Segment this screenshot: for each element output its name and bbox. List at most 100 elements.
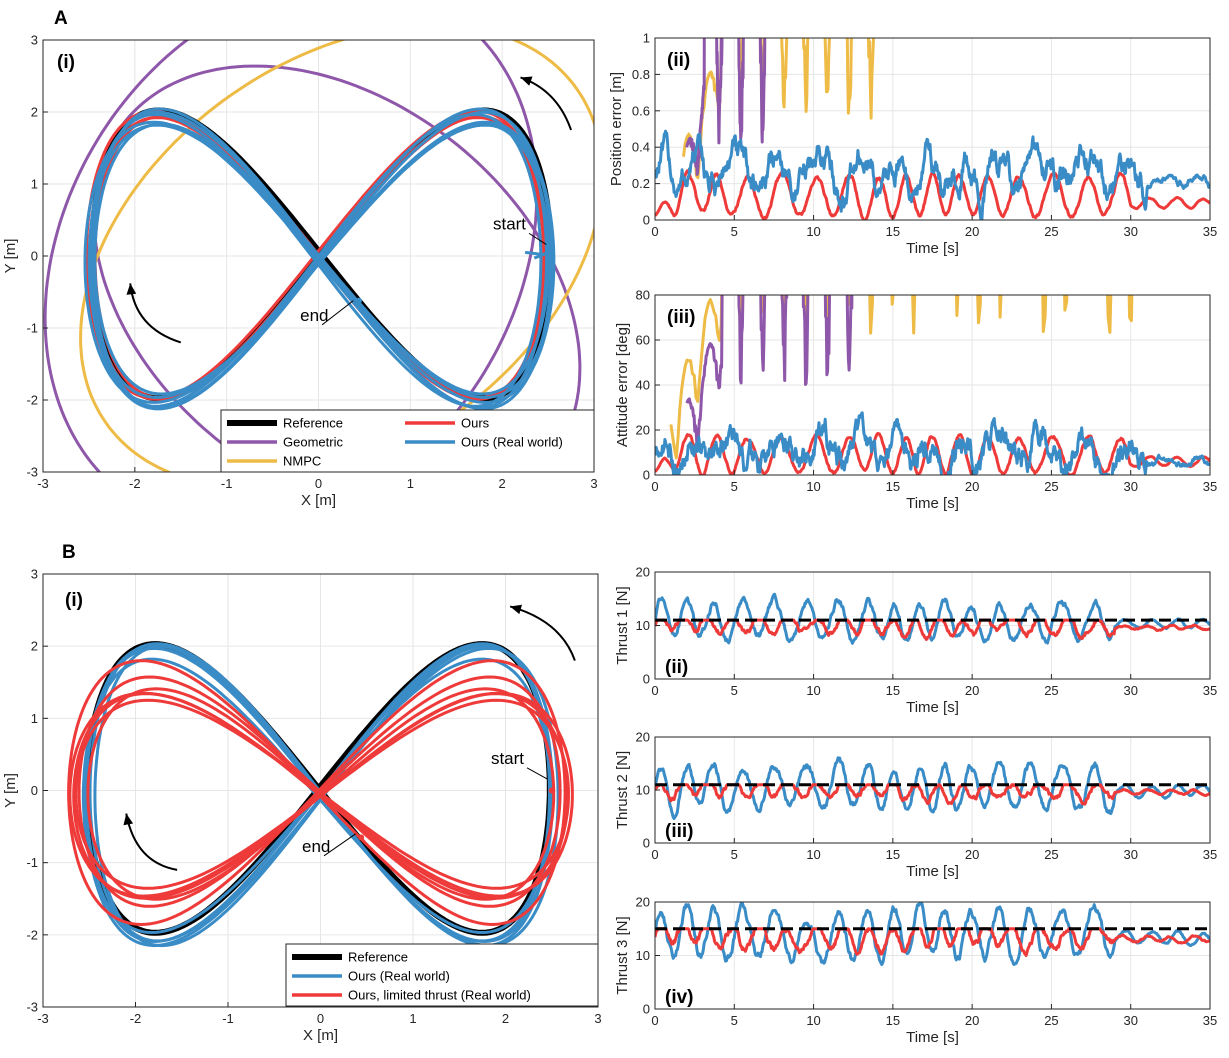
direction-arrow-top [520, 76, 572, 131]
series-line-geometric [685, 38, 767, 176]
y-tick-label: 0 [643, 672, 650, 687]
panel-label: (i) [65, 590, 83, 611]
y-tick-label: 1 [643, 31, 650, 46]
x-tick-label: 3 [590, 476, 597, 491]
legend-entry: Ours [461, 416, 490, 431]
x-tick-label: 5 [731, 479, 738, 494]
legend-entry: Geometric [283, 435, 343, 450]
end-marker [355, 297, 362, 304]
x-tick-label: 25 [1044, 1013, 1058, 1028]
x-tick-label: -3 [37, 476, 49, 491]
y-axis-label: Attitude error [deg] [614, 323, 631, 447]
x-tick-label: 0 [651, 479, 658, 494]
panel-label: (iii) [665, 821, 694, 842]
series-line-nmpc [682, 38, 875, 180]
panel-label: (iii) [667, 307, 696, 328]
y-tick-label: -2 [26, 927, 38, 942]
y-tick-label: 0 [643, 1002, 650, 1017]
y-tick-label: 10 [636, 783, 650, 798]
x-tick-label: 30 [1123, 683, 1137, 698]
series-line-ours-limited-thrust [655, 783, 1210, 806]
panel-label: (i) [57, 52, 75, 73]
series-line-ours-real-world- [81, 657, 552, 934]
x-tick-label: 10 [806, 683, 820, 698]
x-tick-label: 20 [965, 479, 979, 494]
y-tick-label: 10 [636, 618, 650, 633]
legend-entry: Ours (Real world) [461, 435, 563, 450]
series-line-ours [655, 431, 1210, 475]
x-tick-label: 20 [965, 1013, 979, 1028]
y-tick-label: 0.4 [632, 140, 650, 155]
legend-entry: Ours, limited thrust (Real world) [348, 988, 531, 1003]
x-tick-label: 3 [594, 1011, 601, 1026]
y-axis-label: Thrust 1 [N] [614, 586, 631, 664]
x-tick-label: 15 [886, 847, 900, 862]
plot-area [43, 40, 594, 472]
x-tick-label: 1 [407, 476, 414, 491]
x-tick-label: 35 [1203, 224, 1217, 239]
x-tick-label: 30 [1123, 1013, 1137, 1028]
axes-frame [654, 37, 1211, 221]
y-tick-label: 0 [31, 249, 38, 264]
section-label-b: B [62, 542, 76, 563]
x-axis-label: X [m] [301, 492, 336, 509]
series-line-geometric [685, 295, 854, 449]
x-tick-label: 2 [499, 476, 506, 491]
y-tick-label: 2 [31, 105, 38, 120]
series-line-ours-limited-thrust [655, 927, 1210, 957]
y-tick-label: 0.2 [632, 176, 650, 191]
section-label-a: A [54, 8, 68, 29]
panel-a-ii: 0 5 10 15 20 25 30 35 0 0.2 0.4 0.6 0.8 1 Time [s] Posi… [608, 31, 1217, 258]
series-line-ours-real-world [655, 411, 1210, 475]
legend-entry: Reference [348, 950, 408, 965]
svg-text:start: start [491, 749, 524, 768]
y-tick-label: 1 [31, 711, 38, 726]
series-line-ours-limited-thrust-real-world- [86, 687, 556, 901]
svg-text:end: end [300, 306, 328, 325]
y-axis-label: Y [m] [2, 773, 19, 808]
direction-arrow-bottom [123, 813, 178, 871]
x-tick-label: 35 [1203, 1013, 1217, 1028]
y-axis-label: Thrust 3 [N] [614, 916, 631, 994]
x-axis-label: Time [s] [906, 1029, 959, 1046]
y-tick-label: 0.6 [632, 103, 650, 118]
series-line-ours-limited-thrust-real-world- [77, 675, 562, 908]
x-tick-label: 35 [1203, 683, 1217, 698]
y-tick-label: 40 [636, 378, 650, 393]
y-tick-label: 0 [643, 468, 650, 483]
plot-area [655, 592, 1210, 645]
x-tick-label: 30 [1123, 224, 1137, 239]
x-tick-label: 0 [315, 476, 322, 491]
y-tick-label: 1 [31, 177, 38, 192]
x-tick-label: 15 [886, 683, 900, 698]
x-tick-label: -2 [129, 476, 141, 491]
x-tick-label: 0 [651, 1013, 658, 1028]
annotation-start: start [491, 749, 548, 780]
x-tick-label: 5 [731, 224, 738, 239]
y-axis-label: Y [m] [2, 239, 19, 274]
x-axis-label: X [m] [303, 1027, 338, 1044]
legend: Reference Geometric NMPC Ours Ours (Real wor… [220, 409, 595, 473]
panel-b-iv: 0 5 10 15 20 25 30 35 0 10 20 Time [s] Thrust 3 [N] (… [614, 895, 1217, 1047]
series-line-ours-real-world- [89, 110, 553, 411]
x-tick-label: 10 [806, 224, 820, 239]
annotation-end: end [300, 300, 354, 326]
y-tick-label: 0 [643, 836, 650, 851]
y-tick-label: -3 [26, 1000, 38, 1015]
x-tick-label: 15 [886, 479, 900, 494]
y-tick-label: 20 [636, 730, 650, 745]
y-tick-label: 20 [636, 895, 650, 910]
y-tick-label: 20 [636, 565, 650, 580]
x-tick-label: 10 [806, 847, 820, 862]
x-tick-label: 25 [1044, 479, 1058, 494]
y-axis-label: Thrust 2 [N] [614, 751, 631, 829]
x-tick-label: 5 [731, 1013, 738, 1028]
x-tick-label: -3 [37, 1011, 49, 1026]
y-tick-label: 3 [31, 33, 38, 48]
x-tick-label: 30 [1123, 847, 1137, 862]
x-tick-label: 10 [806, 1013, 820, 1028]
svg-text:start: start [493, 214, 526, 233]
legend: Reference Ours (Real world) Ours, limited … [285, 943, 599, 1007]
plot-area [655, 295, 1210, 475]
x-tick-label: -1 [222, 1011, 234, 1026]
